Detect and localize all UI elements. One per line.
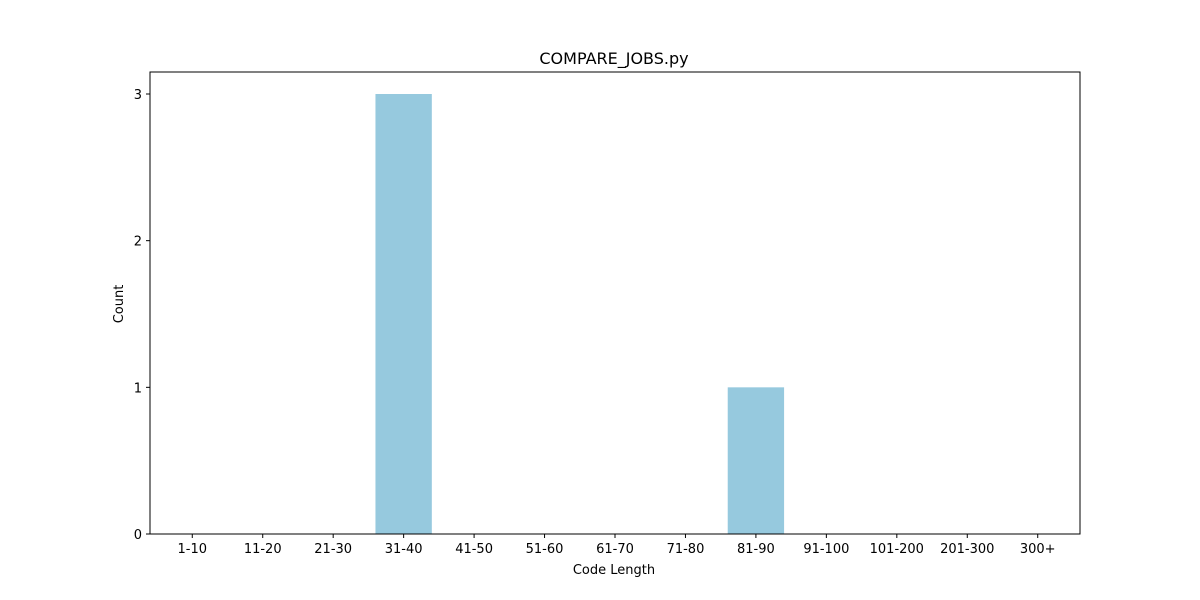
x-tick-label: 201-300: [940, 542, 994, 557]
y-tick-label: 2: [134, 235, 142, 250]
plot-frame: [149, 71, 1081, 535]
x-axis-label: Code Length: [573, 563, 655, 578]
x-tick-label: 41-50: [455, 542, 493, 557]
x-tick-label: 21-30: [314, 542, 352, 557]
x-tick-label: 300+: [1020, 542, 1056, 557]
x-tick-label: 61-70: [596, 542, 634, 557]
y-tick-label: 0: [134, 528, 142, 543]
x-tick-label: 51-60: [526, 542, 564, 557]
y-tick-label: 1: [134, 381, 142, 396]
bars-group: [375, 94, 785, 534]
x-tick-label: 31-40: [385, 542, 423, 557]
y-axis-ticks: 0 1 2 3: [134, 88, 150, 543]
bar-31-40: [375, 94, 432, 534]
x-tick-label: 1-10: [178, 542, 208, 557]
x-tick-label: 11-20: [244, 542, 282, 557]
bar-81-90: [727, 387, 785, 534]
x-tick-label: 91-100: [803, 542, 849, 557]
y-axis-label: Count: [112, 285, 127, 324]
x-tick-label: 101-200: [870, 542, 924, 557]
x-tick-label: 81-90: [737, 542, 775, 557]
x-axis-ticks: 1-10 11-20 21-30 31-40 41-50 51-60 61-70 71-80 8…: [178, 534, 1056, 557]
y-tick-label: 3: [134, 88, 142, 103]
chart-title: COMPARE_JOBS.py: [539, 49, 688, 69]
x-tick-label: 71-80: [667, 542, 705, 557]
